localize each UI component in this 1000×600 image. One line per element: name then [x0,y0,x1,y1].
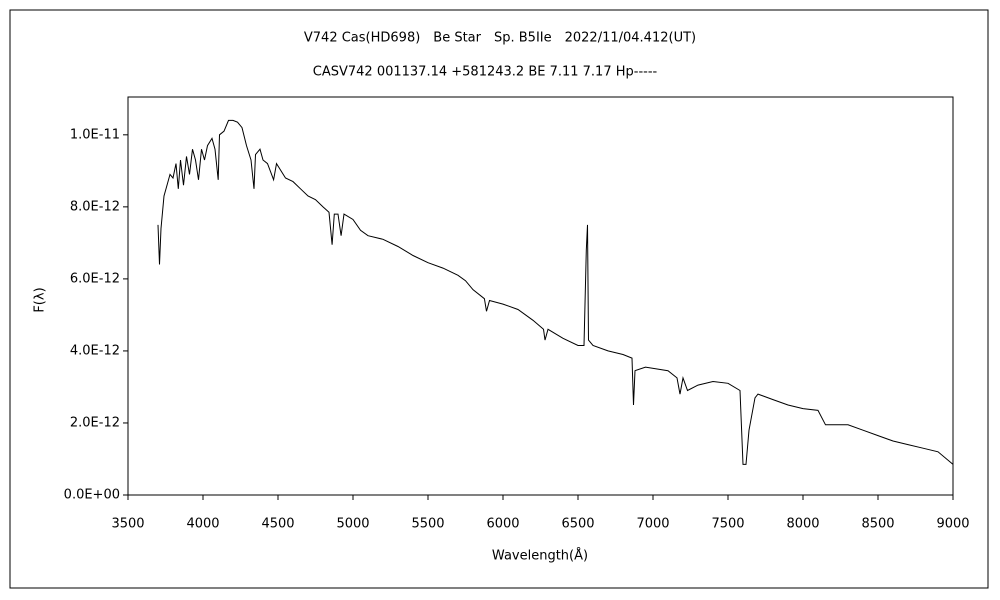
y-axis-label: F(λ) [33,287,48,312]
x-axis-label: Wavelength(Å) [492,548,588,564]
y-tick-label: 1.0E-11 [70,127,120,142]
x-tick-label: 7000 [636,517,669,532]
plot-frame [127,96,954,496]
x-tick-label: 3500 [111,517,144,532]
x-tick-label: 6500 [561,517,594,532]
y-tick-label: 6.0E-12 [70,271,120,286]
x-tick-label: 5500 [411,517,444,532]
chart-subtitle: CASV742 001137.14 +581243.2 BE 7.11 7.17… [313,65,658,80]
spectrum-line [157,119,954,465]
y-tick-label: 2.0E-12 [70,415,120,430]
x-tick-label: 4500 [261,517,294,532]
x-tick-label: 7500 [711,517,744,532]
x-tick-label: 9000 [936,517,969,532]
x-tick-label: 4000 [186,517,219,532]
x-tick-label: 6000 [486,517,519,532]
x-tick-label: 8500 [861,517,894,532]
outer-frame [9,9,989,589]
y-tick-label: 0.0E+00 [64,488,120,503]
x-tick-label: 8000 [786,517,819,532]
x-tick-label: 5000 [336,517,369,532]
chart-title: V742 Cas(HD698) Be Star Sp. B5IIe 2022/1… [304,31,696,46]
y-tick-label: 8.0E-12 [70,199,120,214]
y-tick-label: 4.0E-12 [70,343,120,358]
